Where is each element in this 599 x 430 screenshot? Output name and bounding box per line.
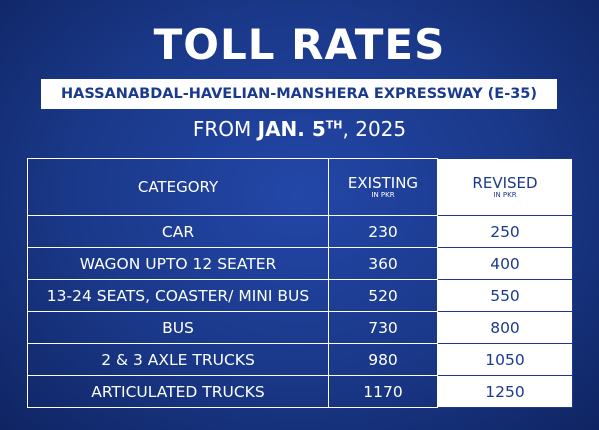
category-cell: BUS — [27, 311, 329, 344]
existing-cell: 980 — [328, 343, 438, 376]
table-row: 13-24 SEATS, COASTER/ MINI BUS 520 550 — [27, 279, 573, 312]
table-row: CAR 230 250 — [27, 215, 573, 248]
category-cell: 13-24 SEATS, COASTER/ MINI BUS — [27, 279, 329, 312]
toll-table: CATEGORY EXISTING IN PKR REVISED IN PKR CA… — [27, 158, 573, 408]
column-header: EXISTING IN PKR — [328, 158, 438, 216]
revised-cell: 550 — [437, 279, 573, 312]
existing-cell: 230 — [328, 215, 438, 248]
column-name: REVISED — [472, 174, 538, 192]
date-day-text: JAN. 5 — [257, 117, 326, 141]
date-suffix: TH — [325, 118, 343, 132]
existing-cell: 520 — [328, 279, 438, 312]
date-year: , 2025 — [342, 117, 407, 141]
title: TOLL RATES — [153, 20, 446, 69]
date-day: JAN. 5TH — [258, 117, 343, 141]
column-header: CATEGORY — [27, 158, 329, 216]
table-row: 2 & 3 AXLE TRUCKS 980 1050 — [27, 343, 573, 376]
column-header: REVISED IN PKR — [437, 158, 573, 216]
existing-cell: 730 — [328, 311, 438, 344]
column-unit: IN PKR — [493, 191, 517, 199]
category-cell: WAGON UPTO 12 SEATER — [27, 247, 329, 280]
category-cell: 2 & 3 AXLE TRUCKS — [27, 343, 329, 376]
revised-cell: 800 — [437, 311, 573, 344]
table-row: WAGON UPTO 12 SEATER 360 400 — [27, 247, 573, 280]
existing-cell: 1170 — [328, 375, 438, 408]
date-prefix: FROM — [192, 117, 252, 141]
column-name: CATEGORY — [137, 178, 219, 196]
category-cell: ARTICULATED TRUCKS — [27, 375, 329, 408]
table-row: ARTICULATED TRUCKS 1170 1250 — [27, 375, 573, 408]
column-unit: IN PKR — [371, 191, 395, 199]
header-row: CATEGORY EXISTING IN PKR REVISED IN PKR — [27, 158, 573, 216]
revised-cell: 250 — [437, 215, 573, 248]
revised-cell: 400 — [437, 247, 573, 280]
table-row: BUS 730 800 — [27, 311, 573, 344]
date-line: FROM JAN. 5TH, 2025 — [0, 117, 599, 141]
subtitle: HASSANABDAL-HAVELIAN-MANSHERA EXPRESSWAY… — [41, 79, 557, 109]
category-cell: CAR — [27, 215, 329, 248]
column-name: EXISTING — [347, 174, 419, 192]
revised-cell: 1050 — [437, 343, 573, 376]
existing-cell: 360 — [328, 247, 438, 280]
revised-cell: 1250 — [437, 375, 573, 408]
